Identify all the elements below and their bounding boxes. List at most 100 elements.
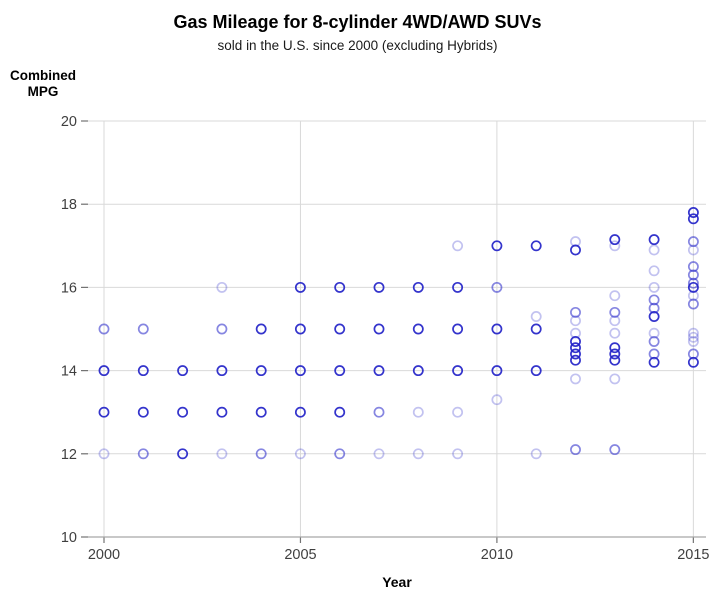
data-point <box>98 448 110 460</box>
x-tick-label: 2015 <box>677 547 709 563</box>
data-point <box>570 373 581 385</box>
data-point <box>530 311 542 322</box>
data-point <box>412 323 424 335</box>
data-point <box>255 406 267 418</box>
data-point <box>491 281 503 293</box>
data-point <box>687 269 699 281</box>
data-point <box>452 240 464 252</box>
data-point <box>177 448 189 460</box>
data-point <box>609 290 621 302</box>
data-point <box>98 365 110 377</box>
data-point <box>570 336 581 347</box>
data-point <box>648 281 660 293</box>
data-point <box>137 365 149 377</box>
data-point <box>648 356 660 368</box>
data-point <box>216 323 228 335</box>
data-point <box>452 406 464 418</box>
data-point <box>570 315 581 327</box>
data-point <box>648 336 660 347</box>
y-tick-label: 12 <box>61 447 77 463</box>
data-point <box>530 365 542 377</box>
data-point <box>570 354 581 366</box>
chart-subtitle: sold in the U.S. since 2000 (excluding H… <box>217 38 498 53</box>
data-point <box>609 306 621 318</box>
data-point <box>648 265 660 277</box>
data-point <box>98 406 110 418</box>
data-point <box>294 365 306 377</box>
data-point <box>687 207 699 218</box>
data-point <box>609 342 621 354</box>
data-point <box>216 281 228 293</box>
data-point <box>609 234 621 246</box>
data-point <box>609 240 621 252</box>
y-tick-label: 14 <box>61 364 77 380</box>
data-point <box>648 302 660 314</box>
data-point <box>412 448 424 460</box>
data-point <box>570 306 581 318</box>
data-point <box>412 365 424 377</box>
y-axis-label: Combined MPG <box>10 68 76 99</box>
data-point <box>491 394 503 406</box>
x-tick-label: 2005 <box>284 547 316 563</box>
x-axis-label: Year <box>382 574 412 590</box>
data-point <box>334 406 346 418</box>
data-point <box>177 365 189 377</box>
data-point <box>137 406 149 418</box>
data-point <box>609 354 621 366</box>
data-point <box>491 240 503 252</box>
data-point <box>137 448 149 460</box>
data-point <box>177 406 189 418</box>
data-point <box>687 348 699 360</box>
data-point <box>491 323 503 335</box>
y-tick-label: 16 <box>61 280 77 296</box>
data-point <box>687 356 699 368</box>
data-point <box>334 323 346 335</box>
data-point <box>216 406 228 418</box>
data-point <box>687 336 699 347</box>
data-point <box>294 406 306 418</box>
data-point <box>294 448 306 460</box>
data-point <box>648 327 660 339</box>
y-tick-label: 20 <box>61 114 77 130</box>
data-point <box>687 281 699 293</box>
data-point <box>216 365 228 377</box>
data-point <box>412 406 424 418</box>
data-point <box>687 244 699 256</box>
data-point <box>334 281 346 293</box>
data-point <box>648 234 660 246</box>
data-point <box>648 294 660 306</box>
data-point <box>373 281 385 293</box>
data-point <box>687 298 699 310</box>
data-point <box>687 327 699 339</box>
data-point <box>687 290 699 302</box>
data-point <box>373 448 385 460</box>
data-point <box>216 448 228 460</box>
data-point <box>491 365 503 377</box>
data-point <box>373 323 385 335</box>
data-point <box>687 277 699 289</box>
data-point <box>255 323 267 335</box>
data-point <box>255 448 267 460</box>
data-point <box>570 244 581 256</box>
data-point <box>294 323 306 335</box>
data-point <box>648 244 660 256</box>
data-point <box>452 281 464 293</box>
data-point <box>570 342 581 354</box>
data-point <box>452 323 464 335</box>
data-point <box>294 281 306 293</box>
data-point <box>609 327 621 339</box>
data-point <box>334 365 346 377</box>
y-tick-label: 10 <box>61 530 77 546</box>
data-point <box>609 348 621 360</box>
data-point <box>570 444 581 456</box>
data-point <box>255 365 267 377</box>
data-point <box>687 261 699 273</box>
data-point <box>530 323 542 335</box>
data-point <box>137 323 149 335</box>
data-point <box>687 331 699 343</box>
data-point <box>530 448 542 460</box>
data-point <box>373 365 385 377</box>
data-point <box>412 281 424 293</box>
